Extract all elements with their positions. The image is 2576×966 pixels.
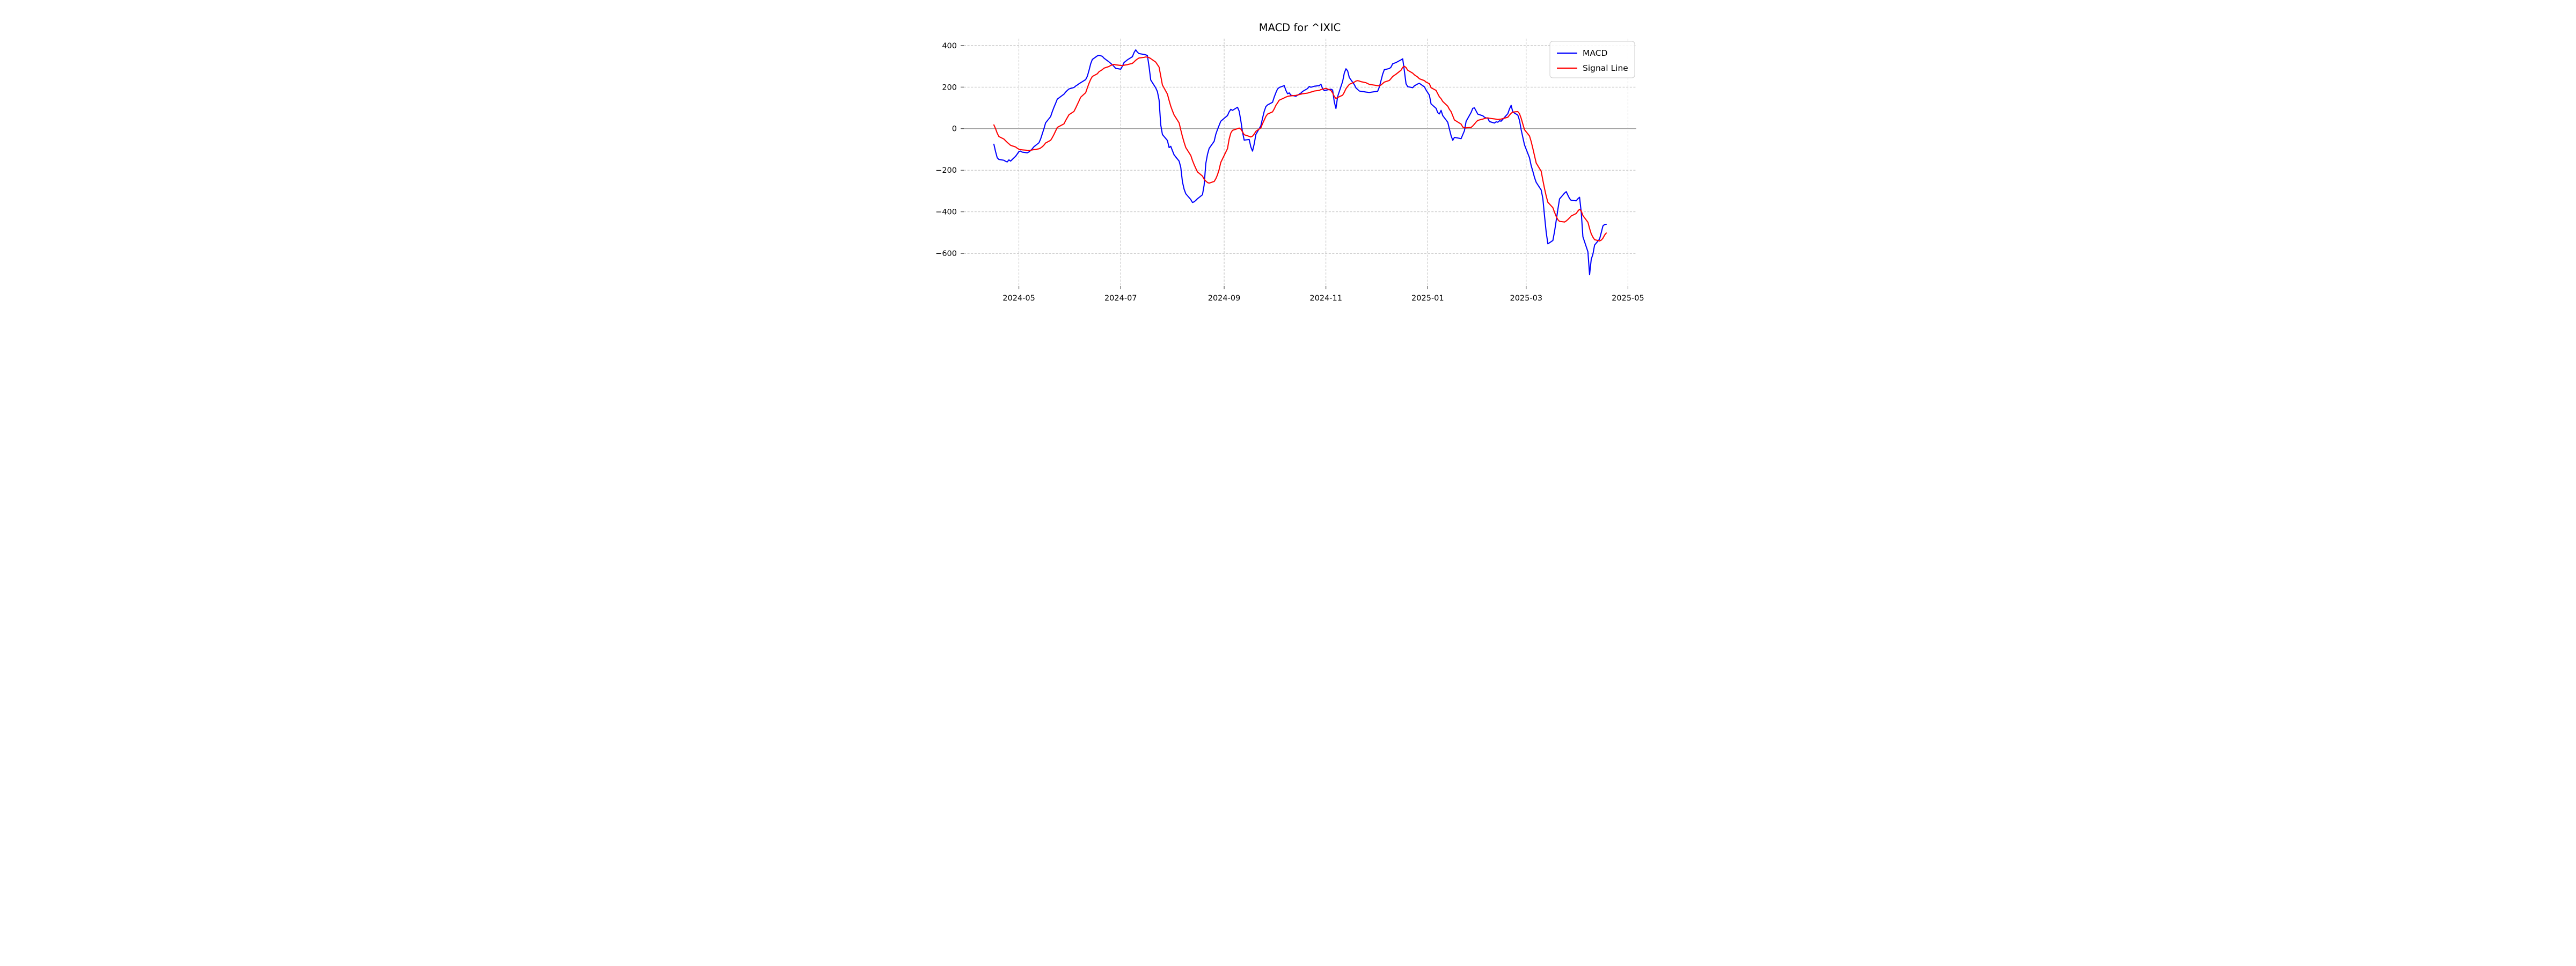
- y-axis-tick-label: 400: [942, 42, 957, 50]
- x-axis-tick-label: 2024-11: [1309, 294, 1342, 303]
- x-axis-tick-label: 2025-05: [1612, 294, 1644, 303]
- y-axis-tick-label: 0: [952, 125, 957, 134]
- x-axis-tick-label: 2025-03: [1510, 294, 1542, 303]
- macd-line: [993, 49, 1607, 275]
- grid-layer: [964, 39, 1636, 286]
- legend-item-macd: MACD: [1557, 48, 1608, 58]
- signal-line: [993, 56, 1607, 241]
- figure: 400 200 0 −200 −400 −600 2024-05 2024-07 2024-09…: [859, 0, 1717, 322]
- y-axis-tick-label: 200: [942, 83, 957, 92]
- axis-layer: 400 200 0 −200 −400 −600 2024-05 2024-07 2024-09…: [935, 42, 1644, 303]
- legend: MACD Signal Line: [1549, 41, 1635, 78]
- x-axis-tick-label: 2024-07: [1104, 294, 1137, 303]
- x-axis-tick-label: 2024-05: [1002, 294, 1035, 303]
- macd-chart: 400 200 0 −200 −400 −600 2024-05 2024-07 2024-09…: [935, 21, 1644, 303]
- x-axis-tick-label: 2024-09: [1208, 294, 1241, 303]
- signal-legend-label: Signal Line: [1583, 63, 1628, 73]
- macd-legend-label: MACD: [1583, 48, 1608, 58]
- y-axis-tick-label: −400: [935, 208, 957, 217]
- x-axis-tick-label: 2025-01: [1411, 294, 1444, 303]
- chart-title: MACD for ^IXIC: [1259, 21, 1341, 34]
- series-layer: [993, 49, 1607, 275]
- legend-item-signal: Signal Line: [1557, 63, 1628, 73]
- y-axis-tick-label: −600: [935, 250, 957, 258]
- y-axis-tick-label: −200: [935, 166, 957, 175]
